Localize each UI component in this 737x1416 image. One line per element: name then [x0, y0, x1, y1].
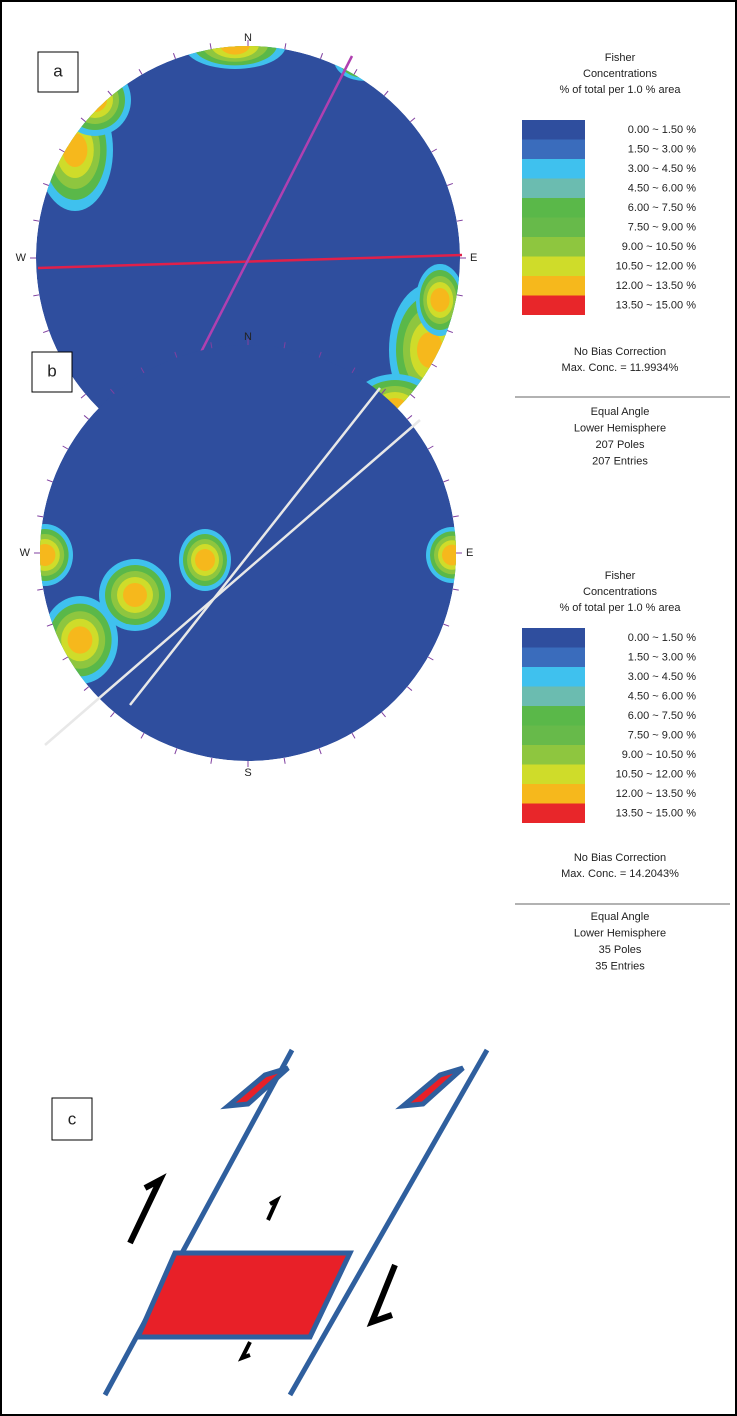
legend-swatch: [522, 804, 585, 824]
compass-label: S: [244, 767, 251, 779]
legend-label: 7.50 ~ 9.00 %: [628, 221, 696, 233]
compass-label: E: [466, 547, 473, 559]
legend-swatch: [522, 706, 585, 726]
legend-label: 4.50 ~ 6.00 %: [628, 182, 696, 194]
projection-info: Lower Hemisphere: [574, 422, 666, 434]
compass-label: N: [244, 331, 252, 343]
legend-label: 6.00 ~ 7.50 %: [628, 202, 696, 214]
legend-label: 7.50 ~ 9.00 %: [628, 729, 696, 741]
legend-swatch: [522, 667, 585, 687]
projection-info: Lower Hemisphere: [574, 927, 666, 939]
legend-label: 10.50 ~ 12.00 %: [616, 768, 697, 780]
compass-label: N: [244, 32, 252, 44]
legend-title: % of total per 1.0 % area: [559, 602, 681, 614]
compass-label: W: [20, 547, 31, 559]
legend-swatch: [522, 198, 585, 218]
legend-label: 13.50 ~ 15.00 %: [616, 807, 697, 819]
projection-info: Equal Angle: [591, 911, 650, 923]
legend-swatch: [522, 237, 585, 257]
figure: N S E Wa Fisher Concentrations % of total per …: [0, 0, 737, 1416]
legend-swatch: [522, 276, 585, 296]
legend-swatch: [522, 726, 585, 746]
legend-swatch: [522, 257, 585, 277]
note: Max. Conc. = 11.9934%: [562, 362, 679, 374]
legend-swatch: [522, 120, 585, 140]
legend-label: 0.00 ~ 1.50 %: [628, 632, 696, 644]
projection-info: 35 Entries: [595, 960, 645, 972]
legend-label: 9.00 ~ 10.50 %: [622, 749, 697, 761]
legend-swatch: [522, 628, 585, 648]
contour: [68, 626, 93, 653]
note: No Bias Correction: [574, 346, 666, 358]
legend-swatch: [522, 745, 585, 765]
contour: [430, 288, 449, 312]
legend-title: Fisher: [605, 570, 636, 582]
legend-swatch: [522, 784, 585, 804]
legend-label: 3.00 ~ 4.50 %: [628, 163, 696, 175]
legend-label: 12.00 ~ 13.50 %: [616, 280, 697, 292]
legend-label: 4.50 ~ 6.00 %: [628, 690, 696, 702]
note: No Bias Correction: [574, 852, 666, 864]
legend-swatch: [522, 140, 585, 160]
panel-label: b: [47, 361, 56, 380]
compass-label: W: [16, 252, 27, 264]
projection-info: 207 Poles: [596, 439, 645, 451]
legend-swatch: [522, 159, 585, 179]
note: Max. Conc. = 14.2043%: [561, 868, 679, 880]
legend-label: 3.00 ~ 4.50 %: [628, 671, 696, 683]
legend-swatch: [522, 218, 585, 238]
legend-swatch: [522, 687, 585, 707]
legend-label: 13.50 ~ 15.00 %: [616, 299, 697, 311]
projection-info: Equal Angle: [591, 406, 650, 418]
contour: [123, 583, 147, 607]
net-background: [40, 345, 456, 761]
legend-swatch: [522, 648, 585, 668]
legend-title: Concentrations: [583, 586, 657, 598]
legend-title: Fisher: [605, 52, 636, 64]
legend-label: 9.00 ~ 10.50 %: [622, 241, 697, 253]
legend-label: 1.50 ~ 3.00 %: [628, 651, 696, 663]
projection-info: 207 Entries: [592, 455, 648, 467]
legend-label: 12.00 ~ 13.50 %: [616, 788, 697, 800]
projection-info: 35 Poles: [599, 944, 642, 956]
legend-label: 1.50 ~ 3.00 %: [628, 143, 696, 155]
legend-label: 10.50 ~ 12.00 %: [616, 260, 697, 272]
legend-label: 0.00 ~ 1.50 %: [628, 124, 696, 136]
panel-label: c: [68, 1109, 77, 1128]
legend-swatch: [522, 179, 585, 199]
legend-swatch: [522, 765, 585, 785]
contour: [195, 549, 215, 571]
legend-label: 6.00 ~ 7.50 %: [628, 710, 696, 722]
compass-label: E: [470, 252, 477, 264]
legend-swatch: [522, 296, 585, 316]
legend-title: % of total per 1.0 % area: [559, 84, 681, 96]
pull-apart: [138, 1253, 350, 1337]
legend-title: Concentrations: [583, 68, 657, 80]
panel-label: a: [53, 61, 63, 80]
